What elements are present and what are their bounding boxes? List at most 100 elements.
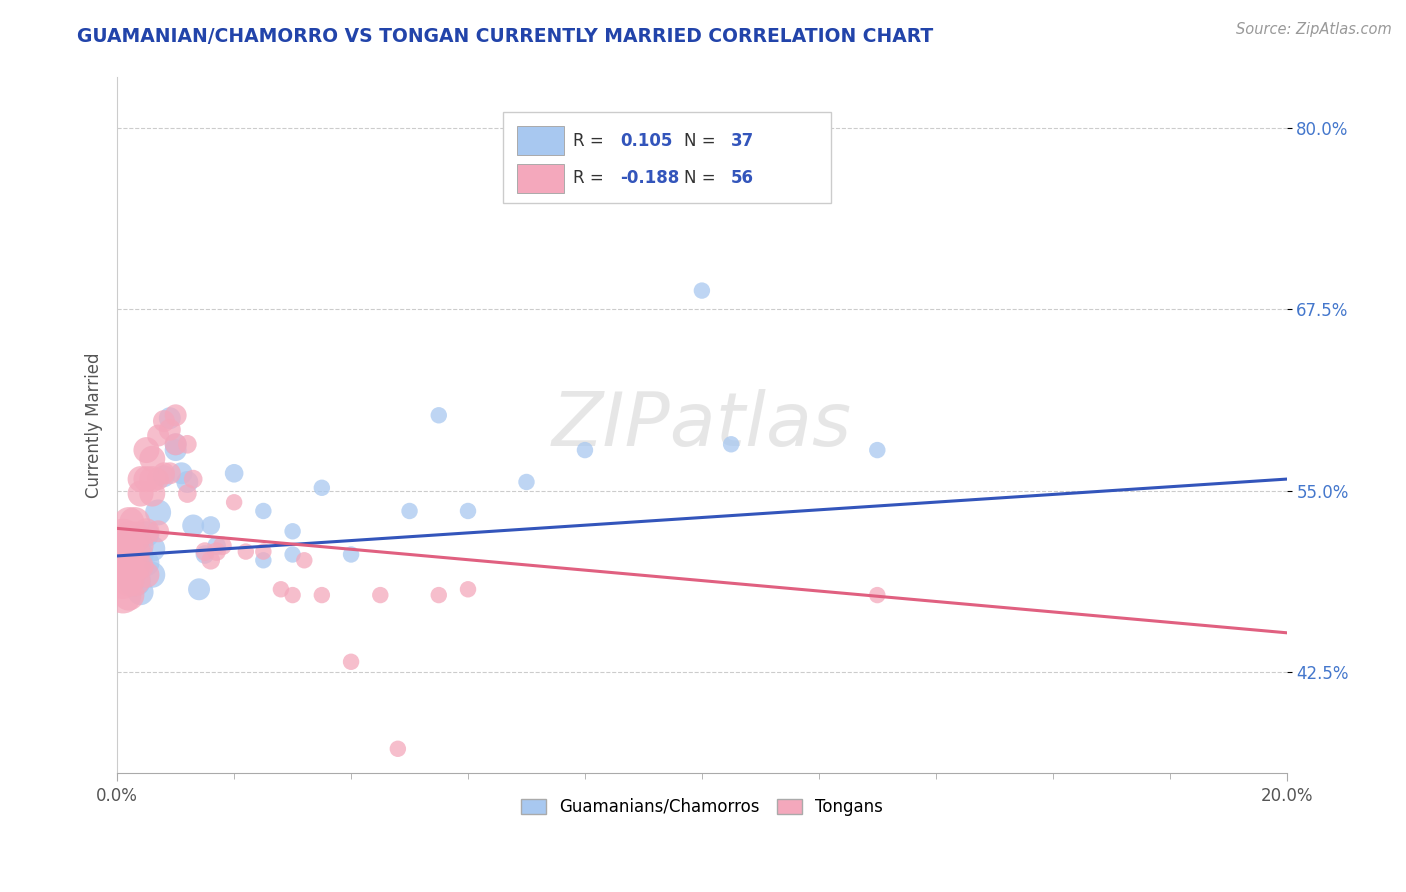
Point: [129, 539, 152, 553]
Point: [146, 505, 169, 519]
Point: [224, 495, 246, 509]
Text: 56: 56: [731, 169, 754, 187]
Point: [135, 524, 157, 539]
Point: [368, 588, 391, 602]
Point: [252, 553, 274, 567]
Point: [112, 588, 135, 602]
Point: [112, 574, 135, 588]
Point: [159, 423, 181, 437]
Point: [311, 588, 333, 602]
Point: [224, 467, 246, 481]
Point: [311, 481, 333, 495]
Point: [146, 428, 169, 442]
Point: [118, 556, 141, 570]
Point: [135, 443, 157, 458]
Text: ZIPatlas: ZIPatlas: [551, 390, 852, 461]
Point: [153, 414, 176, 428]
Point: [211, 539, 233, 553]
Point: [200, 553, 222, 567]
FancyBboxPatch shape: [503, 112, 831, 202]
Point: [112, 530, 135, 544]
Point: [129, 585, 152, 599]
Point: [427, 409, 450, 423]
Point: [866, 443, 889, 458]
Point: [165, 409, 187, 423]
Point: [146, 524, 169, 539]
Point: [281, 588, 304, 602]
Y-axis label: Currently Married: Currently Married: [86, 352, 103, 499]
Point: [112, 544, 135, 558]
Text: 0.105: 0.105: [620, 132, 672, 150]
Text: -0.188: -0.188: [620, 169, 679, 187]
Point: [124, 574, 146, 588]
Point: [170, 467, 193, 481]
Point: [176, 486, 198, 500]
Text: Source: ZipAtlas.com: Source: ZipAtlas.com: [1236, 22, 1392, 37]
Point: [124, 549, 146, 563]
Point: [112, 559, 135, 574]
Point: [165, 443, 187, 458]
Point: [159, 467, 181, 481]
Point: [194, 548, 217, 562]
Point: [124, 559, 146, 574]
Point: [118, 574, 141, 588]
Point: [118, 559, 141, 574]
Point: [135, 556, 157, 570]
Point: [205, 544, 228, 558]
Point: [292, 553, 315, 567]
Point: [153, 469, 176, 483]
Point: [200, 518, 222, 533]
Point: [457, 582, 479, 597]
Point: [398, 504, 420, 518]
Point: [112, 541, 135, 556]
Point: [141, 486, 163, 500]
Point: [146, 472, 169, 486]
Point: [866, 588, 889, 602]
Point: [281, 548, 304, 562]
Point: [124, 544, 146, 558]
FancyBboxPatch shape: [517, 126, 564, 155]
Point: [340, 548, 363, 562]
Text: R =: R =: [574, 132, 609, 150]
Point: [181, 472, 204, 486]
Point: [135, 472, 157, 486]
Point: [124, 530, 146, 544]
Point: [135, 527, 157, 541]
Point: [118, 530, 141, 544]
Text: R =: R =: [574, 169, 609, 187]
Point: [387, 741, 409, 756]
Point: [270, 582, 292, 597]
Point: [124, 574, 146, 588]
Point: [176, 437, 198, 451]
Point: [690, 284, 713, 298]
Point: [165, 437, 187, 451]
FancyBboxPatch shape: [517, 164, 564, 193]
Point: [153, 467, 176, 481]
Point: [515, 475, 537, 489]
Point: [118, 544, 141, 558]
Point: [159, 411, 181, 425]
Point: [165, 437, 187, 451]
Point: [235, 544, 257, 558]
Point: [141, 472, 163, 486]
Point: [135, 567, 157, 582]
Point: [141, 567, 163, 582]
Point: [141, 541, 163, 556]
Point: [129, 486, 152, 500]
Text: N =: N =: [685, 132, 721, 150]
Point: [194, 544, 217, 558]
Text: N =: N =: [685, 169, 721, 187]
Point: [252, 504, 274, 518]
Point: [129, 548, 152, 562]
Text: GUAMANIAN/CHAMORRO VS TONGAN CURRENTLY MARRIED CORRELATION CHART: GUAMANIAN/CHAMORRO VS TONGAN CURRENTLY M…: [77, 27, 934, 45]
Point: [176, 475, 198, 489]
Point: [181, 518, 204, 533]
Point: [281, 524, 304, 539]
Point: [129, 559, 152, 574]
Point: [720, 437, 742, 451]
Point: [188, 582, 211, 597]
Point: [574, 443, 596, 458]
Point: [205, 539, 228, 553]
Point: [427, 588, 450, 602]
Point: [129, 472, 152, 486]
